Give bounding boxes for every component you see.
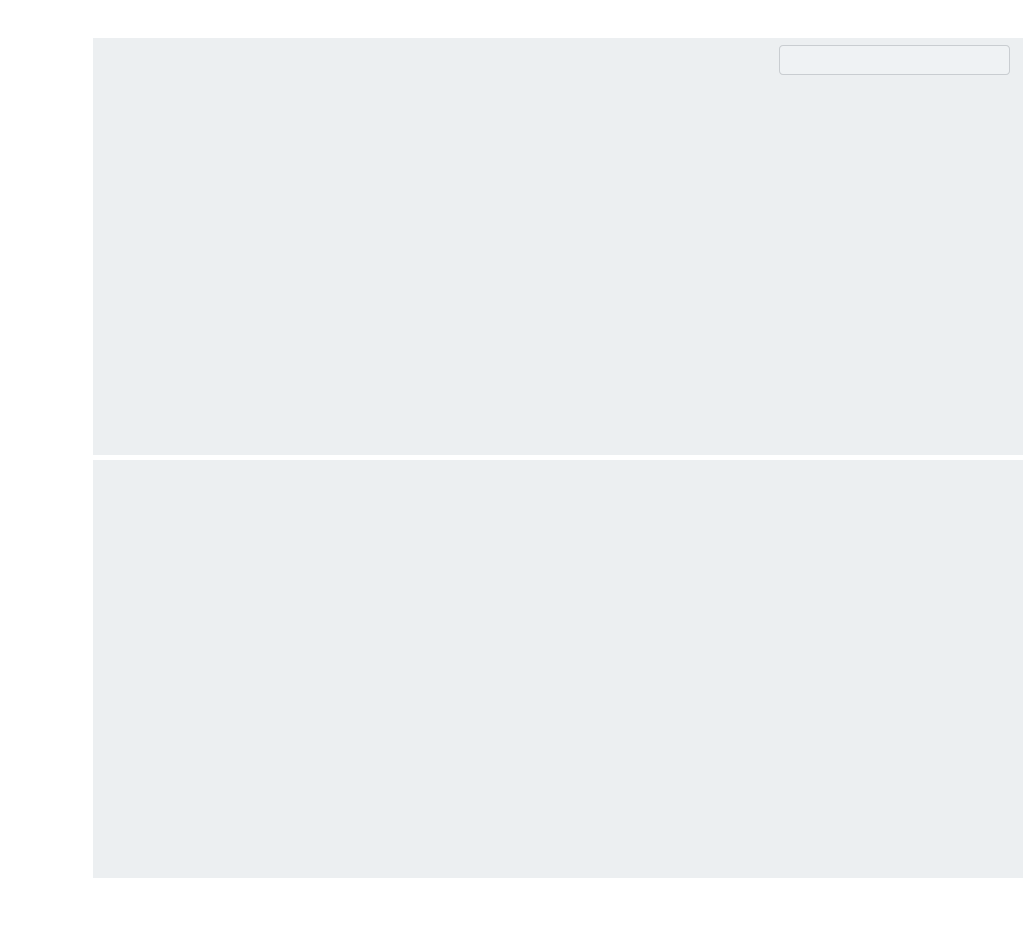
axes-economic-capital-ratio	[93, 38, 1023, 455]
legend	[779, 45, 1010, 75]
axes-absolute-change	[93, 460, 1023, 878]
legend-line-swatch	[790, 59, 823, 62]
